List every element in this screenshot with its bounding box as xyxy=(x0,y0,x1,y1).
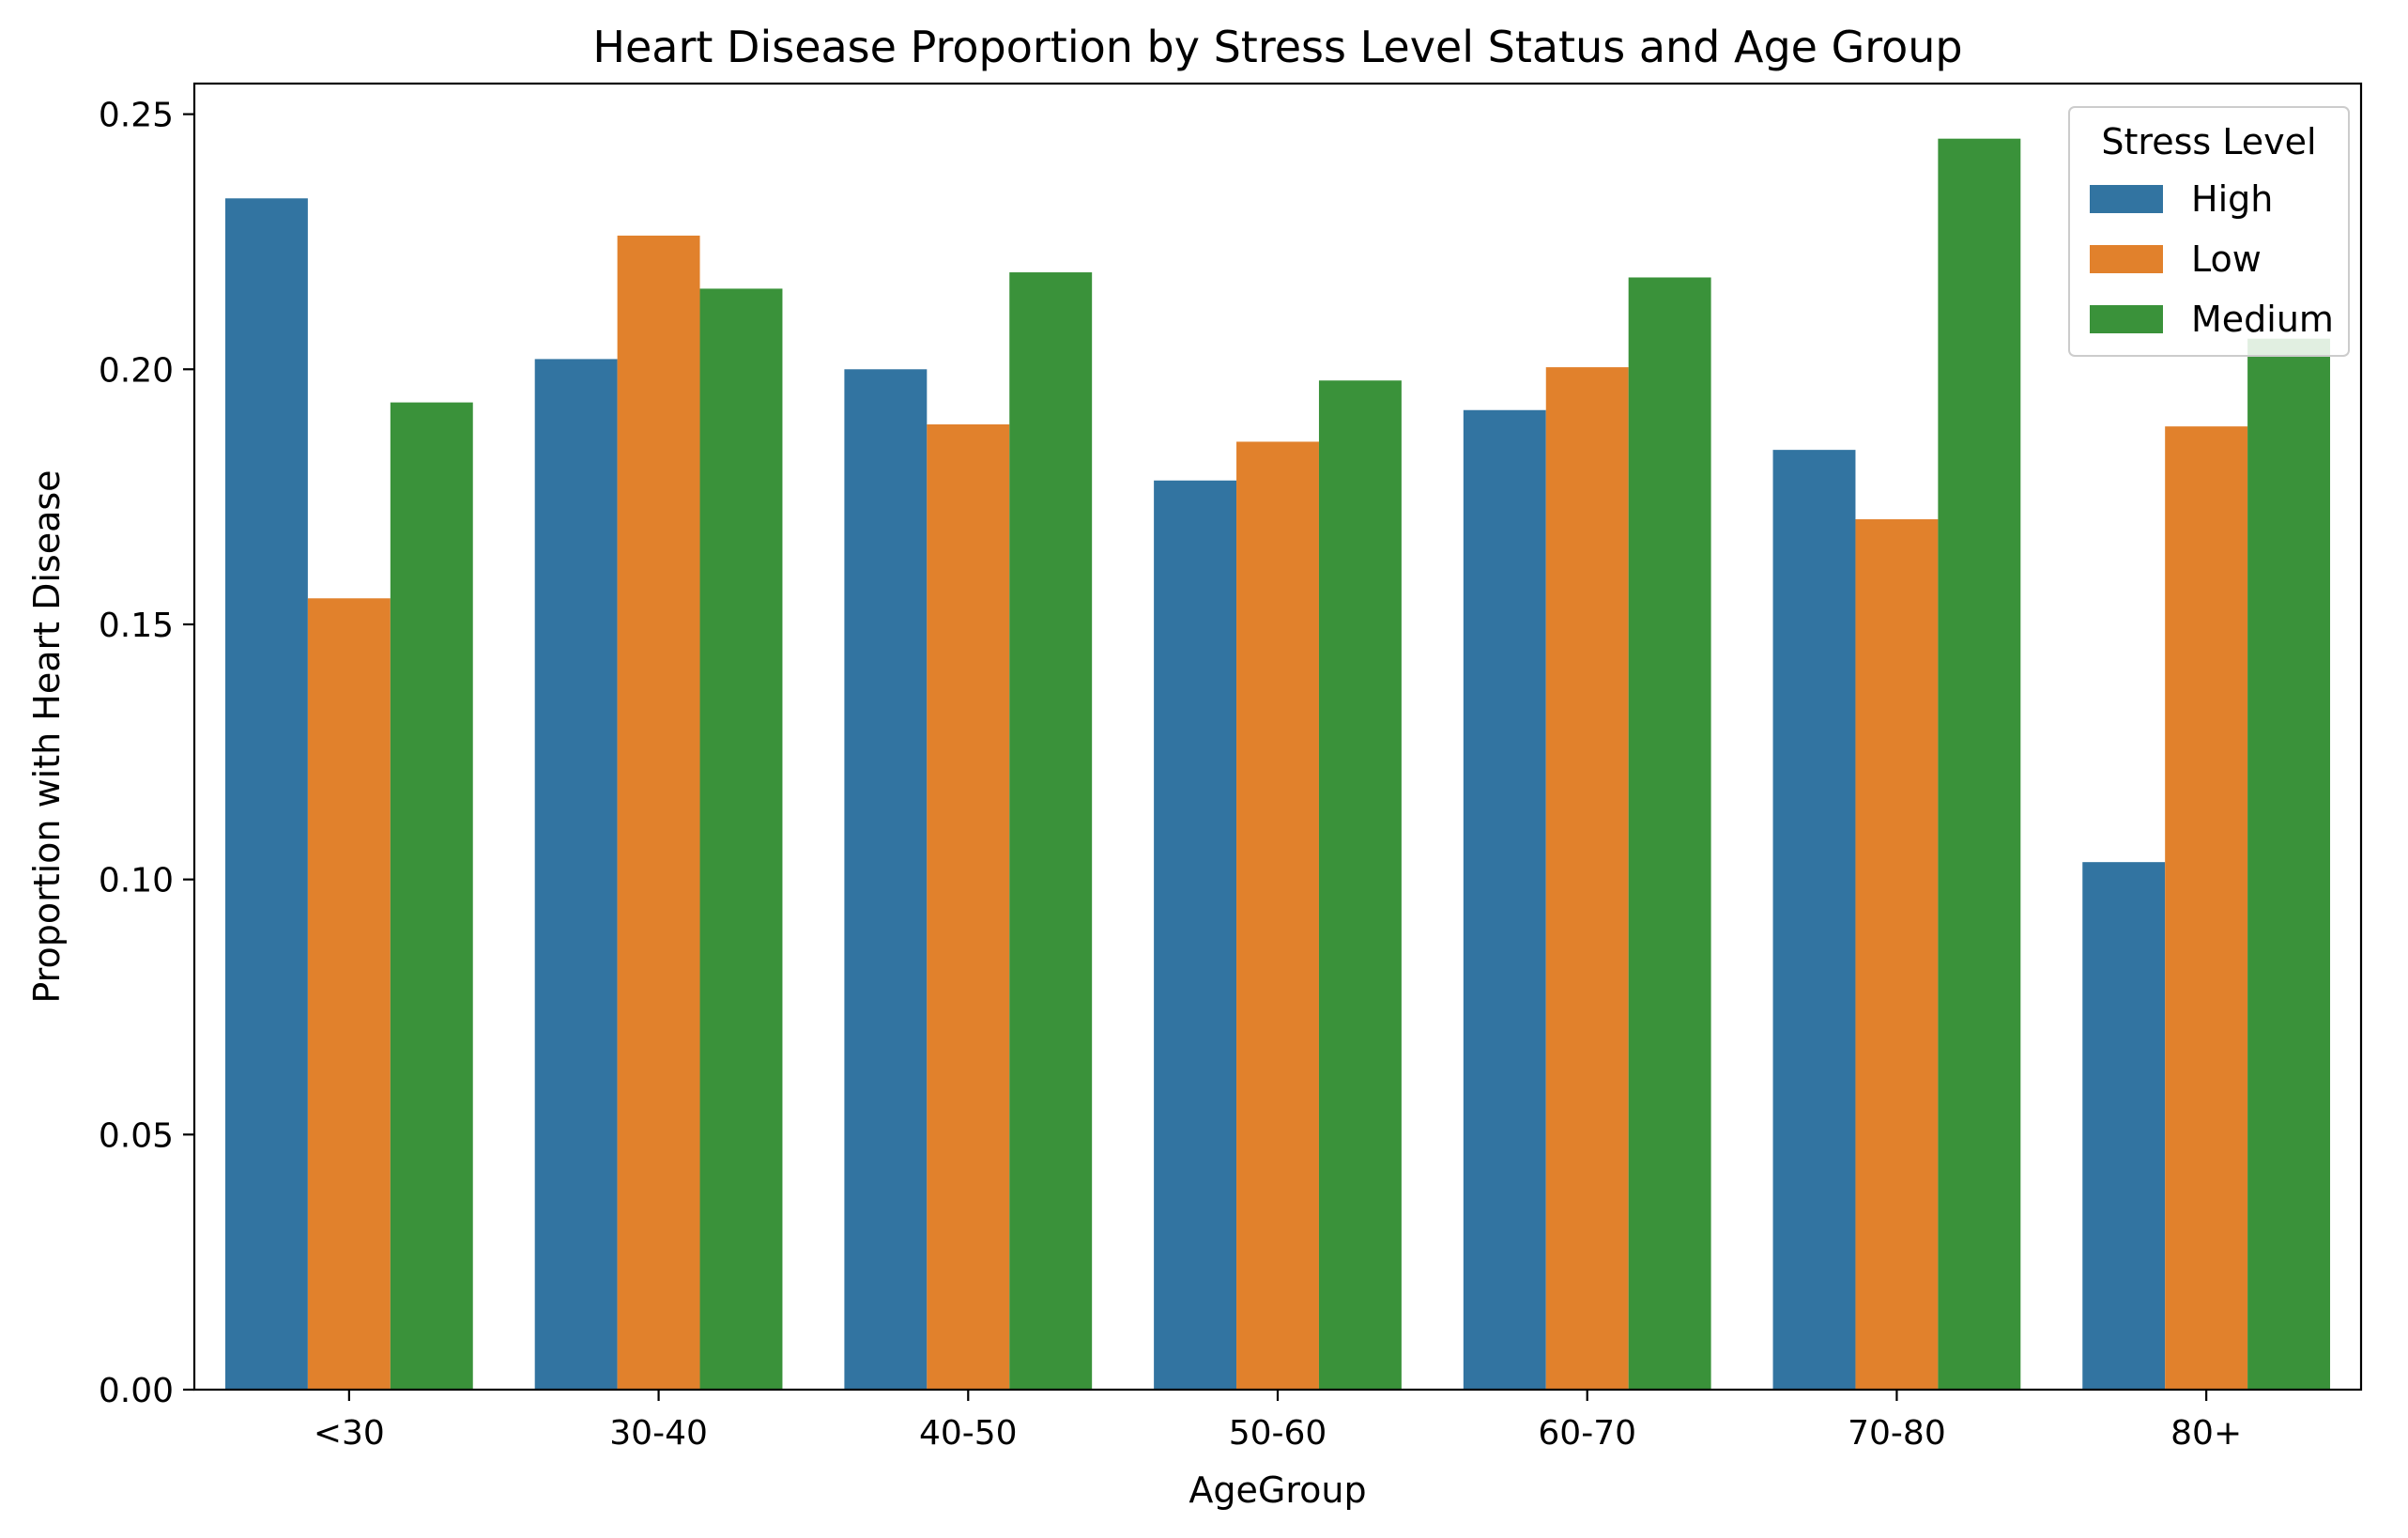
x-tick-label: 30-40 xyxy=(609,1414,708,1453)
bars-layer xyxy=(224,138,2331,1391)
bar-high-0 xyxy=(224,198,308,1390)
bar-low-0 xyxy=(307,598,391,1390)
bar-high-2 xyxy=(844,369,928,1390)
bar-low-5 xyxy=(1855,519,1939,1390)
axes-layer: 0.00 0.05 0.10 0.15 0.20 0.25 <30 30-40 40-50 50-… xyxy=(99,82,2363,1453)
y-tick-label: 0.15 xyxy=(99,607,174,645)
bar-high-6 xyxy=(2082,862,2166,1390)
bar-high-1 xyxy=(534,359,618,1390)
x-tick-label: 80+ xyxy=(2170,1414,2242,1453)
x-tick-label: 70-80 xyxy=(1848,1414,1946,1453)
legend-box xyxy=(2068,106,2350,357)
legend-swatch-low xyxy=(2090,245,2163,273)
bar-medium-5 xyxy=(1938,138,2021,1391)
bar-medium-4 xyxy=(1628,277,1711,1391)
legend-label-medium: Medium xyxy=(2191,299,2334,340)
bar-low-4 xyxy=(1545,367,1629,1390)
legend-swatch-high xyxy=(2090,185,2163,213)
x-tick-label: 40-50 xyxy=(919,1414,1018,1453)
legend-swatch-medium xyxy=(2090,305,2163,333)
x-axis-label: AgeGroup xyxy=(1189,1469,1366,1511)
legend: Stress Level High Low Medium xyxy=(2068,106,2350,357)
y-tick-label: 0.10 xyxy=(99,862,174,900)
legend-label-low: Low xyxy=(2191,238,2262,280)
bar-medium-3 xyxy=(1318,380,1402,1390)
bar-high-3 xyxy=(1154,480,1237,1391)
bar-medium-0 xyxy=(390,402,473,1391)
bar-low-3 xyxy=(1236,441,1319,1390)
x-tick-label: <30 xyxy=(314,1414,385,1453)
y-tick-label: 0.25 xyxy=(99,97,174,135)
bar-high-5 xyxy=(1772,450,1856,1390)
y-tick-label: 0.05 xyxy=(99,1116,174,1155)
y-tick-label: 0.20 xyxy=(99,351,174,390)
legend-label-high: High xyxy=(2191,178,2273,220)
bar-medium-2 xyxy=(1009,272,1093,1390)
bar-medium-1 xyxy=(699,288,783,1391)
bar-high-4 xyxy=(1463,409,1546,1390)
y-axis-label: Proportion with Heart Disease xyxy=(26,469,68,1003)
x-tick-label: 60-70 xyxy=(1538,1414,1636,1453)
x-tick-label: 50-60 xyxy=(1229,1414,1327,1453)
bar-low-6 xyxy=(2165,426,2248,1390)
bar-medium-6 xyxy=(2247,338,2331,1391)
y-tick-label: 0.00 xyxy=(99,1372,174,1410)
legend-title: Stress Level xyxy=(2101,121,2316,162)
bar-low-2 xyxy=(927,423,1010,1391)
bar-low-1 xyxy=(617,235,700,1390)
legend-items: High Low Medium xyxy=(2090,178,2334,340)
chart-title: Heart Disease Proportion by Stress Level… xyxy=(592,22,1962,72)
